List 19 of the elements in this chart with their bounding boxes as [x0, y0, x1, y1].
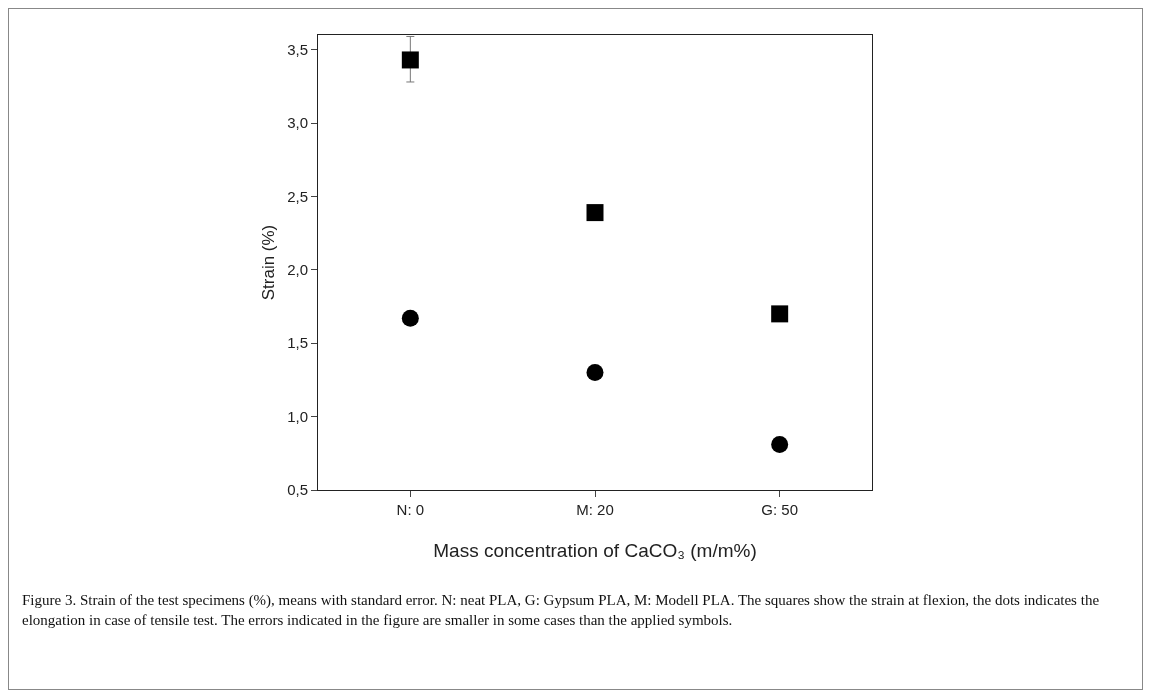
- x-tick-label: N: 0: [396, 501, 425, 518]
- y-tick-label: 3,0: [287, 114, 308, 132]
- y-tick-label: 3,5: [287, 40, 308, 58]
- y-tick-label: 1,5: [287, 334, 308, 352]
- x-axis-title: Mass concentration of CaCO₃ (m/m%): [433, 540, 757, 561]
- point: [401, 309, 419, 327]
- x-tick-label: G: 50: [761, 501, 799, 518]
- y-tick-label: 2,0: [287, 261, 308, 279]
- point: [771, 436, 789, 453]
- point: [586, 364, 604, 382]
- point: [401, 51, 419, 69]
- x-tick-label: M: 20: [576, 501, 614, 518]
- caption: Figure 3. Strain of the test specimens (%), means with standard error. N: neat PLA, G: Gypsum PLA, M: Modell PLA. The squares show the strain at flexion, the dots indicates the elongation in case of tensile test. The errors indicated in the figure are smaller in some cases than the applied symbols.: [22, 591, 1101, 630]
- y-tick-label: 1,0: [287, 407, 308, 425]
- point: [586, 204, 604, 222]
- y-tick-label: 2,5: [287, 187, 308, 205]
- point: [771, 305, 789, 323]
- y-axis-title: Strain (%): [259, 224, 278, 301]
- y-tick-label: 0,5: [287, 481, 308, 499]
